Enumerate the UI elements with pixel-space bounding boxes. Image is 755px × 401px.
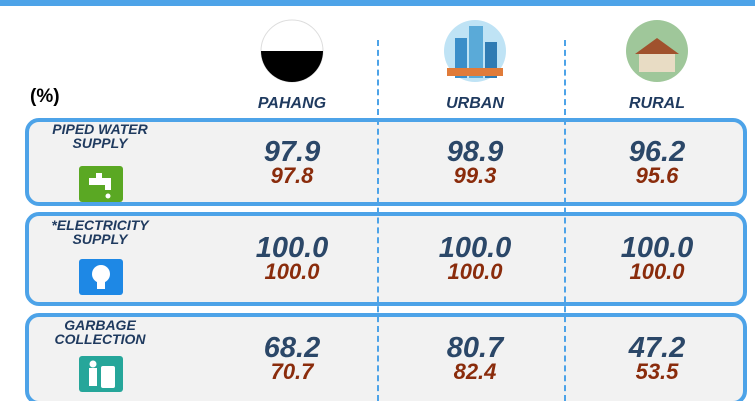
- row-label: COLLECTION: [30, 332, 170, 346]
- divider: [377, 40, 379, 401]
- value-secondary: 95.6: [587, 163, 727, 189]
- urban-icon: [435, 18, 515, 84]
- garbage-icon: [79, 356, 123, 392]
- row-label: *ELECTRICITY: [30, 218, 170, 232]
- value-secondary: 53.5: [587, 359, 727, 385]
- top-bar: [0, 0, 755, 6]
- unit-label: (%): [30, 86, 60, 108]
- row-label: GARBAGE: [30, 318, 170, 332]
- value-secondary: 82.4: [405, 359, 545, 385]
- column-header: URBAN: [415, 95, 535, 113]
- value-secondary: 70.7: [222, 359, 362, 385]
- value-secondary: 100.0: [587, 259, 727, 285]
- water-icon: [79, 166, 123, 202]
- column-header: RURAL: [597, 95, 717, 113]
- value-secondary: 97.8: [222, 163, 362, 189]
- value-secondary: 99.3: [405, 163, 545, 189]
- divider: [564, 40, 566, 401]
- electricity-icon: [79, 259, 123, 295]
- value-secondary: 100.0: [405, 259, 545, 285]
- row-label: PIPED WATER: [30, 122, 170, 136]
- value-secondary: 100.0: [222, 259, 362, 285]
- pahang-flag: [252, 18, 332, 84]
- row-label: SUPPLY: [30, 136, 170, 150]
- page: (%)PAHANGURBANRURALPIPED WATERSUPPLY97.9…: [0, 0, 755, 401]
- row-label: SUPPLY: [30, 232, 170, 246]
- column-header: PAHANG: [232, 95, 352, 113]
- rural-icon: [617, 18, 697, 84]
